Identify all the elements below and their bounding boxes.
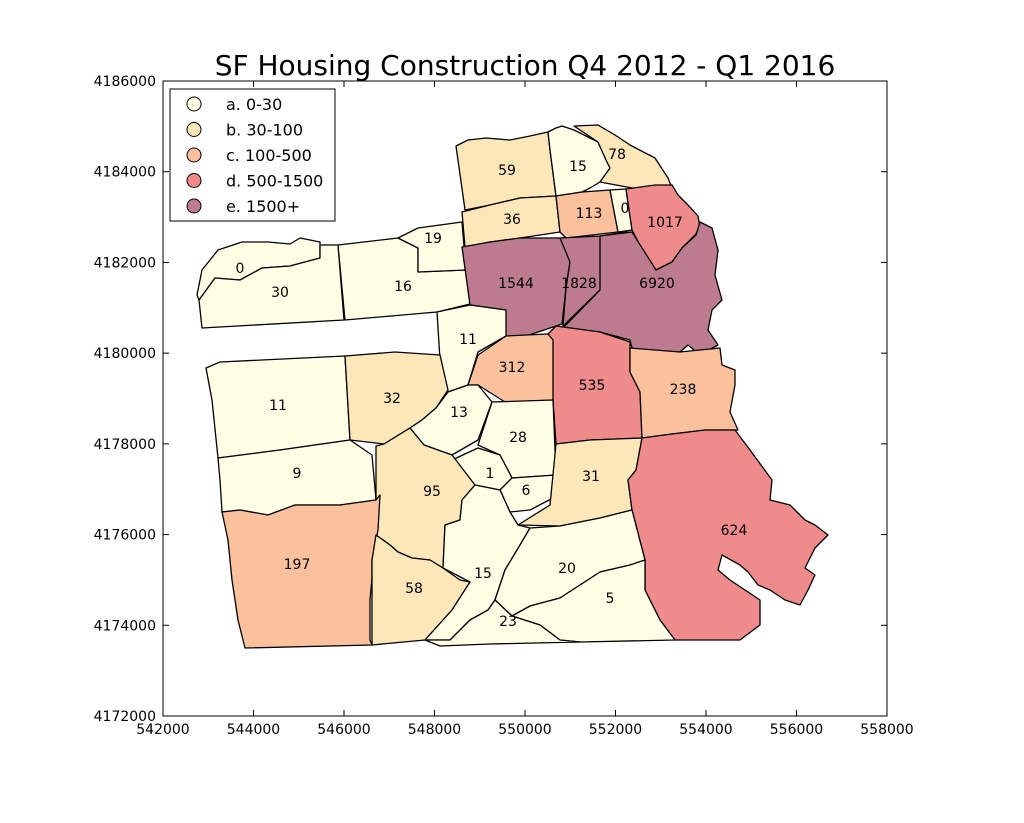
region-value-label: 31: [582, 469, 600, 485]
legend-label: e. 1500+: [226, 197, 300, 216]
x-tick-label: 544000: [227, 722, 280, 738]
region-value-label: 9: [293, 466, 302, 482]
y-tick-label: 4186000: [94, 74, 156, 90]
region-value-label: 1544: [498, 276, 534, 292]
region-value-label: 624: [721, 523, 748, 539]
region-value-label: 197: [284, 557, 311, 573]
region-b-29: [371, 534, 471, 646]
region-value-label: 58: [405, 581, 423, 597]
region-value-label: 32: [383, 391, 401, 407]
y-tick-label: 4176000: [94, 528, 156, 544]
region-value-label: 0: [236, 261, 245, 277]
region-value-label: 1017: [647, 215, 683, 231]
region-value-label: 113: [576, 206, 603, 222]
region-value-label: 78: [608, 147, 626, 163]
region-a-33: [424, 599, 581, 647]
legend-label: b. 30-100: [226, 121, 303, 140]
region-e-13: [562, 221, 723, 356]
x-tick-label: 554000: [679, 722, 732, 738]
region-value-label: 11: [459, 332, 477, 348]
region-value-label: 28: [509, 430, 527, 446]
legend-marker: [186, 122, 202, 137]
legend-marker: [186, 96, 202, 112]
legend-label: a. 0-30: [226, 95, 282, 114]
region-value-label: 19: [424, 231, 442, 247]
region-value-label: 36: [503, 212, 521, 228]
region-value-label: 6: [522, 483, 531, 499]
y-tick-label: 4180000: [94, 346, 156, 362]
x-tick-label: 548000: [408, 722, 461, 738]
x-tick-label: 542000: [136, 722, 189, 738]
y-tick-label: 4174000: [94, 618, 156, 634]
y-tick-label: 4178000: [94, 437, 156, 453]
y-tick-label: 4184000: [94, 165, 156, 181]
region-value-label: 15: [474, 566, 492, 582]
region-value-label: 15: [569, 159, 587, 175]
legend-marker: [186, 173, 202, 188]
y-tick-label: 4172000: [94, 709, 156, 725]
region-value-label: 95: [423, 484, 441, 500]
region-value-label: 6920: [639, 276, 675, 292]
x-tick-label: 558000: [860, 722, 913, 738]
y-tick-label: 4182000: [94, 255, 156, 271]
region-value-label: 30: [271, 285, 289, 301]
region-value-label: 0: [621, 201, 630, 217]
region-value-label: 20: [558, 561, 576, 577]
region-c-17: [629, 347, 739, 439]
region-value-label: 16: [394, 279, 412, 295]
region-value-label: 5: [606, 591, 615, 607]
x-tick-label: 556000: [770, 722, 823, 738]
legend-label: d. 500-1500: [226, 172, 323, 191]
region-value-label: 312: [499, 360, 526, 376]
region-value-label: 59: [498, 163, 516, 179]
region-value-label: 1: [486, 466, 495, 482]
region-value-label: 13: [450, 405, 468, 421]
chart-title: SF Housing Construction Q4 2012 - Q1 201…: [215, 49, 836, 82]
neighborhood-regions: [196, 124, 829, 649]
region-value-label: 1828: [561, 276, 597, 292]
legend-marker: [186, 147, 202, 163]
region-value-label: 238: [670, 382, 697, 398]
x-tick-label: 550000: [498, 722, 551, 738]
x-tick-label: 546000: [317, 722, 370, 738]
legend: a. 0-30 b. 30-100 c. 100-500 d. 500-1500 e. …: [169, 88, 336, 222]
region-value-label: 11: [269, 398, 287, 414]
x-tick-label: 552000: [589, 722, 642, 738]
region-value-label: 23: [499, 614, 517, 630]
legend-marker: [186, 198, 202, 214]
axis-ticks: 542000 544000 546000 548000 550000 552000 5540…: [94, 74, 914, 738]
region-value-label: 535: [579, 378, 606, 394]
legend-label: c. 100-500: [226, 146, 312, 165]
